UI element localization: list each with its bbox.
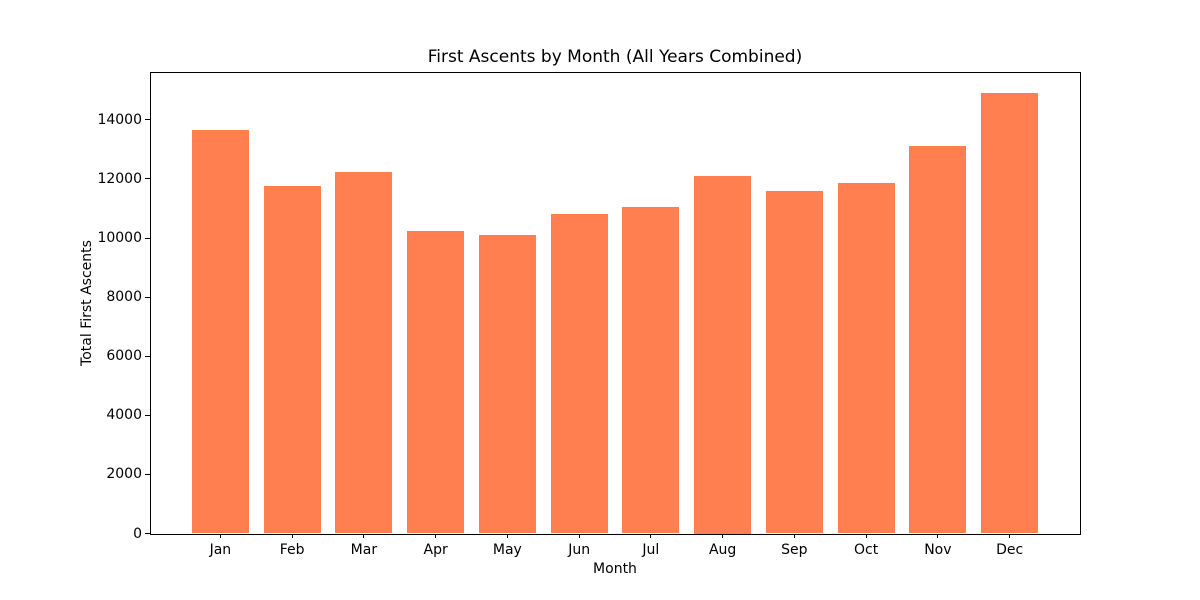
x-tick-jun [578,533,580,538]
x-tick-nov [937,533,939,538]
x-axis-label: Month [593,561,637,577]
x-tick-apr [435,533,437,538]
x-tick-jul [650,533,652,538]
bar-jun [550,214,608,534]
y-tick-4000 [145,414,150,416]
x-tick-label-nov: Nov [924,541,952,558]
x-tick-oct [865,533,867,538]
x-tick-jan [219,533,221,538]
x-tick-aug [722,533,724,538]
x-tick-label-sep: Sep [781,541,808,558]
bar-mar [335,171,393,534]
x-tick-sep [793,533,795,538]
bar-sep [765,190,823,534]
y-tick-10000 [145,237,150,239]
x-tick-label-oct: Oct [854,541,879,558]
bar-feb [263,186,321,534]
bar-may [478,235,536,534]
x-tick-label-jan: Jan [209,541,232,558]
bar-jul [622,207,680,534]
y-tick-label-2000: 2000 [106,466,142,483]
x-tick-label-mar: Mar [350,541,378,558]
y-tick-label-0: 0 [133,525,142,542]
x-tick-label-jun: Jun [568,541,591,558]
x-tick-label-apr: Apr [423,541,448,558]
bar-apr [407,230,465,534]
x-tick-feb [291,533,293,538]
y-tick-14000 [145,119,150,121]
bar-nov [909,146,967,534]
chart-title: First Ascents by Month (All Years Combin… [427,47,803,67]
y-tick-label-10000: 10000 [97,230,142,247]
y-tick-label-14000: 14000 [97,111,142,128]
bar-oct [837,183,895,534]
bar-aug [694,176,752,534]
y-tick-label-4000: 4000 [106,407,142,424]
y-tick-2000 [145,473,150,475]
bar-jan [191,130,249,534]
x-tick-label-aug: Aug [708,541,737,558]
x-tick-dec [1009,533,1011,538]
y-tick-label-8000: 8000 [106,289,142,306]
x-tick-label-may: May [492,541,522,558]
x-tick-label-dec: Dec [996,541,1024,558]
x-tick-label-jul: Jul [642,541,660,558]
x-tick-mar [363,533,365,538]
y-tick-0 [145,533,150,534]
y-tick-8000 [145,296,150,298]
y-tick-6000 [145,355,150,357]
y-tick-12000 [145,178,150,180]
x-tick-may [506,533,508,538]
bar-dec [981,93,1039,534]
y-tick-label-12000: 12000 [97,170,142,187]
y-tick-label-6000: 6000 [106,348,142,365]
x-tick-label-feb: Feb [279,541,305,558]
